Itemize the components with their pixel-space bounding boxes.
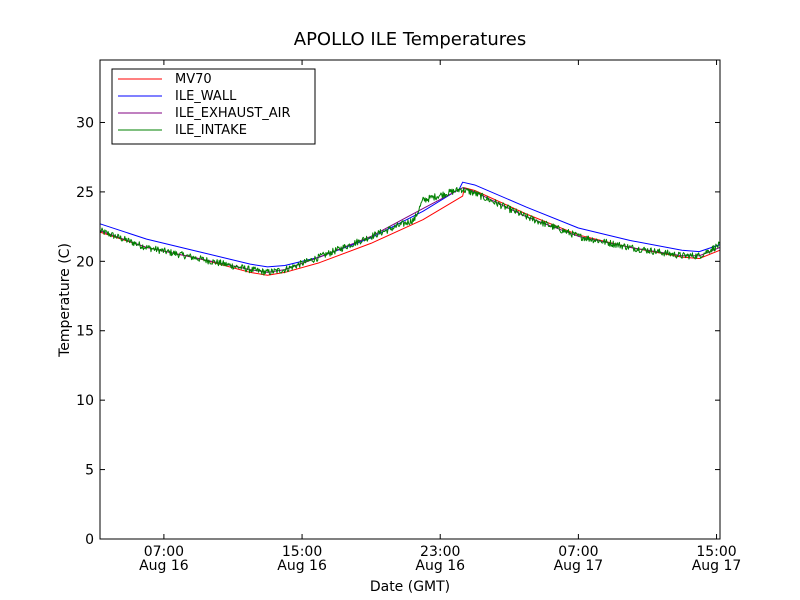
chart-title: APOLLO ILE Temperatures xyxy=(294,29,526,50)
x-tick-label-date: Aug 17 xyxy=(554,558,604,574)
y-tick-label: 20 xyxy=(76,254,94,270)
x-tick-label-date: Aug 17 xyxy=(692,558,742,574)
x-tick-label-time: 15:00 xyxy=(696,544,736,560)
legend-label-ile-exhaust-air: ILE_EXHAUST_AIR xyxy=(175,106,291,121)
y-tick-label: 30 xyxy=(76,115,94,131)
legend: MV70 ILE_WALL ILE_EXHAUST_AIR ILE_INTAKE xyxy=(111,68,316,145)
y-tick-label: 10 xyxy=(76,393,94,409)
y-axis-title: Temperature (C) xyxy=(57,243,73,358)
y-tick-label: 15 xyxy=(76,324,94,340)
legend-frame xyxy=(111,68,316,145)
series-layer xyxy=(99,181,721,276)
x-tick-label-time: 07:00 xyxy=(558,544,598,560)
x-tick-label-time: 15:00 xyxy=(282,544,322,560)
x-tick-label-time: 07:00 xyxy=(144,544,184,560)
x-tick-label-time: 23:00 xyxy=(420,544,460,560)
y-tick-label: 0 xyxy=(85,532,94,548)
legend-label-mv70: MV70 xyxy=(175,72,212,87)
plot-frame xyxy=(99,59,721,540)
series-line-ile-intake xyxy=(99,186,721,276)
legend-label-ile-intake: ILE_INTAKE xyxy=(175,123,247,138)
legend-label-ile-wall: ILE_WALL xyxy=(175,89,237,104)
x-axis-title: Date (GMT) xyxy=(370,579,450,595)
x-tick-label-date: Aug 16 xyxy=(415,558,465,574)
x-tick-label-date: Aug 16 xyxy=(139,558,189,574)
series-line-ile-wall xyxy=(99,181,721,268)
x-tick-label-date: Aug 16 xyxy=(277,558,327,574)
y-tick-label: 25 xyxy=(76,185,94,201)
y-tick-label: 5 xyxy=(85,463,94,479)
